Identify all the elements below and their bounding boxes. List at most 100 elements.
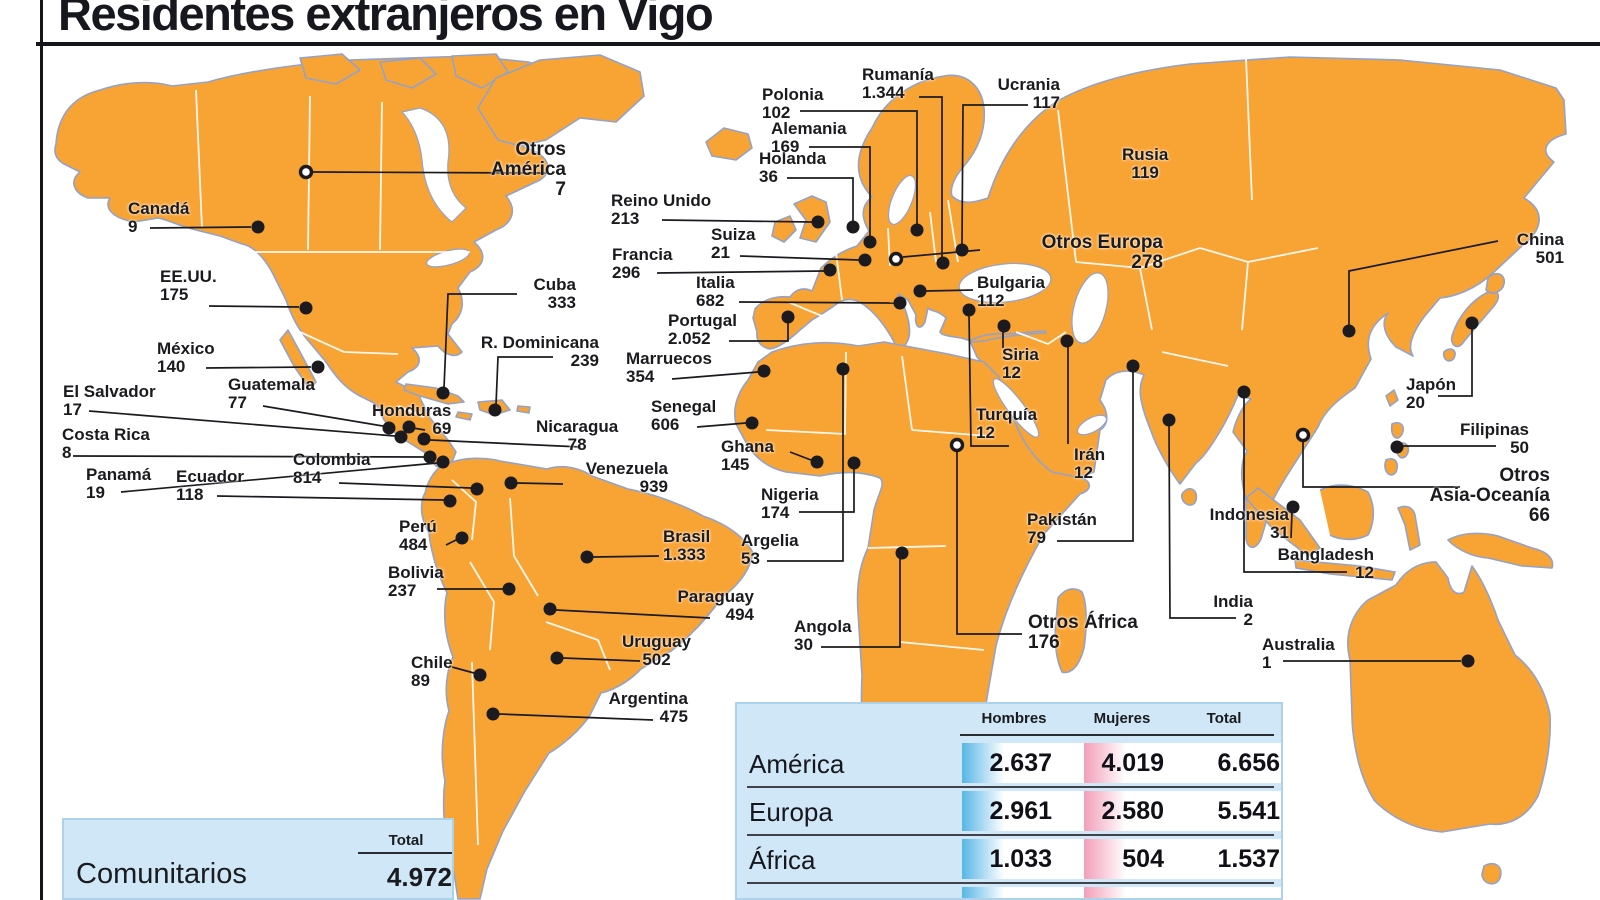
country-value-brasil: 1.333 bbox=[663, 545, 706, 564]
country-dot-bulgaria bbox=[913, 284, 927, 298]
country-value-ee-uu: 175 bbox=[160, 285, 189, 304]
country-value-argentina: 475 bbox=[659, 707, 688, 726]
country-value-bolivia: 237 bbox=[388, 581, 417, 600]
country-label-colombia: Colombia 814 bbox=[293, 451, 370, 487]
country-name-ucrania: Ucrania bbox=[997, 75, 1060, 94]
column-header-total: Total bbox=[1206, 710, 1242, 727]
island-hokkaido bbox=[1485, 272, 1506, 294]
leader-line-guatemala bbox=[262, 405, 384, 427]
leader-line-nigeria bbox=[799, 468, 855, 513]
country-dot-ucrania bbox=[955, 243, 969, 257]
region-row-label: Europa bbox=[749, 797, 833, 827]
country-label-china: China 501 bbox=[1517, 231, 1564, 267]
leader-line-panama bbox=[120, 462, 438, 493]
country-name-canada: Canadá bbox=[128, 199, 190, 218]
landmass-australia bbox=[1347, 561, 1551, 833]
country-value-holanda: 36 bbox=[759, 167, 778, 186]
country-dot-francia bbox=[823, 263, 837, 277]
region-row-values-strip: 1.033 504 1.537 bbox=[962, 839, 1281, 879]
country-dot-pakistan bbox=[1126, 359, 1140, 373]
country-dot-honduras bbox=[402, 420, 416, 434]
region-row-america: América 2.637 4.019 6.656 bbox=[747, 740, 1281, 788]
country-label-otros-america: Otros América 7 bbox=[491, 140, 566, 200]
country-dot-marruecos bbox=[757, 364, 771, 378]
country-label-bolivia: Bolivia 237 bbox=[388, 564, 444, 600]
country-value-angola: 30 bbox=[794, 635, 813, 654]
country-dot-nicaragua bbox=[417, 432, 431, 446]
country-name-argelia: Argelia bbox=[741, 531, 799, 550]
leader-line-uruguay bbox=[562, 657, 641, 662]
country-label-polonia: Polonia 102 bbox=[762, 86, 823, 122]
country-name-costa-rica: Costa Rica bbox=[62, 425, 150, 444]
country-value-colombia: 814 bbox=[293, 468, 322, 487]
country-label-r-dominicana: R. Dominicana 239 bbox=[481, 334, 599, 370]
country-dot-italia bbox=[893, 296, 907, 310]
comunitarios-table: Total Comunitarios 4.972 bbox=[62, 818, 454, 900]
country-name-brasil: Brasil bbox=[663, 527, 711, 546]
country-value-argelia: 53 bbox=[741, 549, 760, 568]
country-name-paraguay: Paraguay bbox=[677, 587, 754, 606]
country-dot-japon bbox=[1465, 316, 1479, 330]
country-dot-ecuador bbox=[443, 494, 457, 508]
country-dot-angola bbox=[895, 546, 909, 560]
country-name-pakistan: Pakistán bbox=[1027, 510, 1097, 529]
baltic-sea bbox=[887, 175, 917, 225]
leader-line-francia bbox=[656, 270, 825, 274]
leader-line-indonesia bbox=[1290, 511, 1293, 539]
country-value-nicaragua: 78 bbox=[567, 435, 587, 454]
country-label-ee-uu: EE.UU. 175 bbox=[160, 268, 217, 304]
country-name-ghana: Ghana bbox=[721, 437, 774, 456]
country-value-bulgaria: 112 bbox=[977, 291, 1005, 310]
region-value-africa-hombres: 1.033 bbox=[989, 845, 1052, 873]
black-sea bbox=[958, 262, 1052, 304]
country-label-japon: Japón 20 bbox=[1406, 376, 1456, 412]
country-value-venezuela: 939 bbox=[639, 477, 668, 496]
country-dot-otros-asia-oceania bbox=[1295, 427, 1311, 443]
country-name-ee-uu: EE.UU. bbox=[160, 267, 217, 286]
country-dot-guatemala bbox=[382, 421, 396, 435]
region-value-europa-total: 5.541 bbox=[1217, 797, 1280, 825]
leader-line-costa-rica bbox=[72, 455, 425, 458]
country-value-peru: 484 bbox=[399, 535, 428, 554]
island-sumatra bbox=[1245, 487, 1321, 557]
leader-line-rumania bbox=[919, 96, 943, 257]
leader-line-italia bbox=[738, 301, 895, 304]
country-dot-canada bbox=[251, 220, 265, 234]
country-dot-brasil bbox=[580, 550, 594, 564]
country-value-bangladesh: 12 bbox=[1355, 563, 1374, 582]
country-dot-ee-uu bbox=[299, 301, 313, 315]
country-dot-uruguay bbox=[550, 651, 564, 665]
country-name-bolivia: Bolivia bbox=[388, 563, 444, 582]
country-name-colombia: Colombia bbox=[293, 450, 371, 469]
leader-line-canada bbox=[149, 226, 252, 229]
region-value-africa-mujeres: 504 bbox=[1122, 845, 1164, 873]
country-label-brasil: Brasil 1.333 bbox=[663, 528, 710, 564]
country-label-el-salvador: El Salvador 17 bbox=[63, 383, 156, 419]
leader-line-pakistan bbox=[1057, 371, 1134, 542]
country-value-filipinas: 50 bbox=[1510, 438, 1529, 457]
leader-line-reino-unido bbox=[661, 219, 813, 223]
country-name-nigeria: Nigeria bbox=[761, 485, 819, 504]
country-dot-reino-unido bbox=[811, 215, 825, 229]
island-great-britain bbox=[793, 195, 831, 243]
island-sulawesi bbox=[1397, 505, 1421, 551]
country-value-pakistan: 79 bbox=[1027, 528, 1046, 547]
country-label-marruecos: Marruecos 354 bbox=[626, 350, 712, 386]
leader-line-otros-america bbox=[312, 171, 547, 174]
leader-line-argelia bbox=[767, 374, 844, 562]
leader-line-senegal bbox=[696, 422, 747, 428]
country-dot-rumania bbox=[936, 256, 950, 270]
country-value-australia: 1 bbox=[1262, 653, 1272, 672]
country-name-polonia: Polonia bbox=[762, 85, 824, 104]
leader-line-paraguay bbox=[555, 609, 711, 619]
island-kyushu bbox=[1442, 348, 1456, 362]
country-dot-polonia bbox=[910, 223, 924, 237]
country-value-polonia: 102 bbox=[762, 103, 791, 122]
region-row-values-strip: 2.961 2.580 5.541 bbox=[962, 791, 1281, 831]
country-value-paraguay: 494 bbox=[725, 605, 754, 624]
country-name-china: China bbox=[1516, 230, 1564, 249]
page-title: Residentes extranjeros en Vigo bbox=[58, 0, 714, 40]
leader-line-colombia bbox=[338, 482, 472, 489]
country-name-filipinas: Filipinas bbox=[1460, 420, 1529, 439]
